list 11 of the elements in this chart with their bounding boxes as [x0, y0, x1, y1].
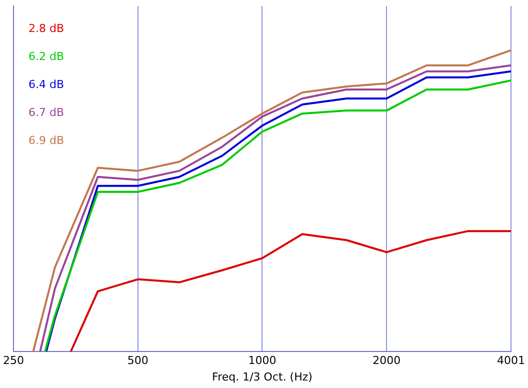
text: 6.9 dB: [28, 134, 64, 147]
text: 6.4 dB: [28, 78, 64, 91]
text: 6.7 dB: [28, 106, 64, 119]
text: 2.8 dB: [28, 22, 64, 35]
x-tick-label: 250: [3, 354, 24, 368]
x-tick-label: 1000: [248, 354, 276, 368]
text: 6.2 dB: [28, 50, 64, 63]
x-tick-label: 4001: [497, 354, 526, 368]
x-tick-label: 500: [127, 354, 148, 368]
x-tick-label: 2000: [372, 354, 401, 368]
x-axis-title: Freq. 1/3 Oct. (Hz): [212, 370, 312, 384]
